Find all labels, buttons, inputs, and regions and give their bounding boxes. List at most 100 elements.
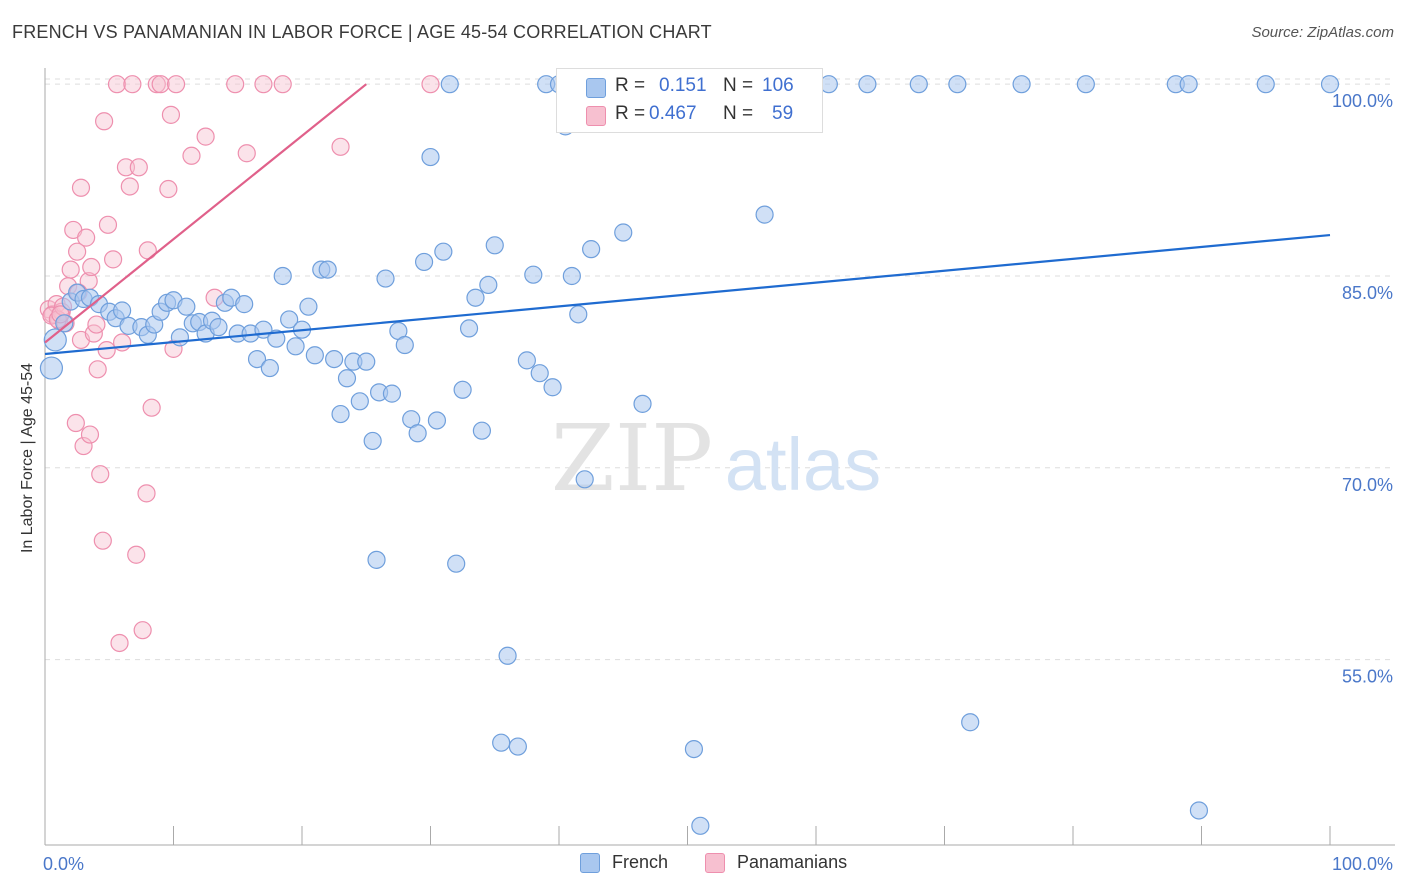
french-point xyxy=(177,297,196,316)
x-tick-label: 0.0% xyxy=(43,854,84,874)
french-point xyxy=(434,242,453,261)
french-trend-line xyxy=(44,233,1331,356)
panamanian-point xyxy=(147,75,166,94)
french-point xyxy=(1256,75,1275,94)
french-point xyxy=(299,297,318,316)
french-point xyxy=(170,328,190,347)
french-point xyxy=(39,356,64,380)
french-point xyxy=(524,265,543,284)
french-point xyxy=(569,305,588,324)
french-point xyxy=(633,394,652,413)
panamanian-point xyxy=(91,465,110,484)
french-point xyxy=(305,346,324,365)
french-point xyxy=(363,431,382,451)
panamanian-r-label: R = xyxy=(615,103,646,124)
panamanian-n-label: N = xyxy=(723,103,754,124)
french-point xyxy=(508,737,527,756)
french-point xyxy=(684,739,704,759)
french-point xyxy=(755,205,774,224)
panamanian-point xyxy=(80,425,100,444)
french-point xyxy=(267,329,286,348)
watermark-zip: ZIP xyxy=(551,405,713,512)
panamanian-point xyxy=(74,436,93,456)
french-point xyxy=(1076,75,1095,94)
french-point xyxy=(459,319,479,338)
y-axis-label: In Labor Force | Age 45-54 xyxy=(19,362,36,554)
french-point xyxy=(517,351,536,370)
stats-box: R = 0.151 N = 106 R = 0.467 N = 59 xyxy=(556,68,823,133)
chart-title: FRENCH VS PANAMANIAN IN LABOR FORCE | AG… xyxy=(12,22,712,42)
french-point xyxy=(472,421,491,440)
panamanian-point xyxy=(421,75,440,94)
panamanian-point xyxy=(120,177,139,196)
french-point xyxy=(948,75,967,94)
french-point xyxy=(492,733,511,752)
french-points xyxy=(39,75,1340,835)
source-label: Source: ZipAtlas.com xyxy=(1251,24,1394,41)
panamanian-point xyxy=(66,413,85,433)
french-point xyxy=(273,266,292,286)
panamanian-n-value: 59 xyxy=(772,103,794,124)
panamanian-swatch xyxy=(586,106,606,126)
panamanian-point xyxy=(110,633,129,653)
panamanian-point xyxy=(107,75,127,94)
watermark: ZIP atlas xyxy=(551,405,881,512)
french-point xyxy=(909,75,928,94)
panamanian-r-value: 0.467 xyxy=(649,103,697,124)
french-point xyxy=(331,404,350,424)
panamanian-point xyxy=(133,621,152,640)
panamanian-point xyxy=(129,158,148,177)
panamanian-point xyxy=(82,257,101,277)
french-point xyxy=(479,275,498,295)
panamanian-point xyxy=(182,146,201,165)
french-point xyxy=(961,713,980,732)
french-point xyxy=(376,269,395,288)
french-point xyxy=(235,295,254,314)
french-point xyxy=(209,318,228,337)
panamanian-point xyxy=(104,250,123,269)
french-point xyxy=(453,380,472,399)
y-tick-label: 55.0% xyxy=(1342,667,1393,687)
legend-panamanian-swatch xyxy=(705,853,725,873)
french-r-value: 0.151 xyxy=(659,75,707,96)
panamanian-point xyxy=(123,75,142,94)
axes xyxy=(44,68,1395,846)
french-point xyxy=(112,301,132,320)
panamanian-point xyxy=(68,242,87,261)
french-point xyxy=(318,260,337,279)
panamanian-point xyxy=(142,398,161,417)
tick-labels: 100.0% 85.0% 70.0% 55.0% 0.0% 100.0% xyxy=(43,91,1393,874)
panamanian-point xyxy=(159,179,178,199)
panamanian-point xyxy=(226,75,245,94)
panamanian-point xyxy=(237,144,256,163)
french-point xyxy=(286,337,305,356)
french-point xyxy=(440,75,459,94)
panamanian-point xyxy=(88,360,107,379)
french-r-label: R = xyxy=(615,75,646,96)
french-point xyxy=(530,364,549,383)
panamanian-point xyxy=(97,341,116,360)
french-point xyxy=(485,236,504,255)
panamanian-point xyxy=(61,260,80,279)
panamanian-point xyxy=(196,127,215,146)
y-tick-label: 100.0% xyxy=(1332,91,1393,111)
french-point xyxy=(350,392,369,411)
french-point xyxy=(395,335,414,355)
panamanian-points xyxy=(39,75,440,653)
french-n-value: 106 xyxy=(762,75,794,96)
french-point xyxy=(1189,801,1209,820)
panamanian-trend-line xyxy=(44,83,367,344)
french-point xyxy=(382,384,402,403)
french-point xyxy=(408,424,427,443)
panamanian-point xyxy=(161,105,181,124)
french-point xyxy=(43,328,67,352)
panamanian-point xyxy=(93,531,112,550)
french-point xyxy=(325,349,344,369)
french-point xyxy=(498,646,517,665)
french-swatch xyxy=(586,78,606,98)
french-point xyxy=(447,554,466,573)
panamanian-point xyxy=(151,75,170,94)
french-point xyxy=(367,550,386,569)
french-point xyxy=(466,288,485,307)
